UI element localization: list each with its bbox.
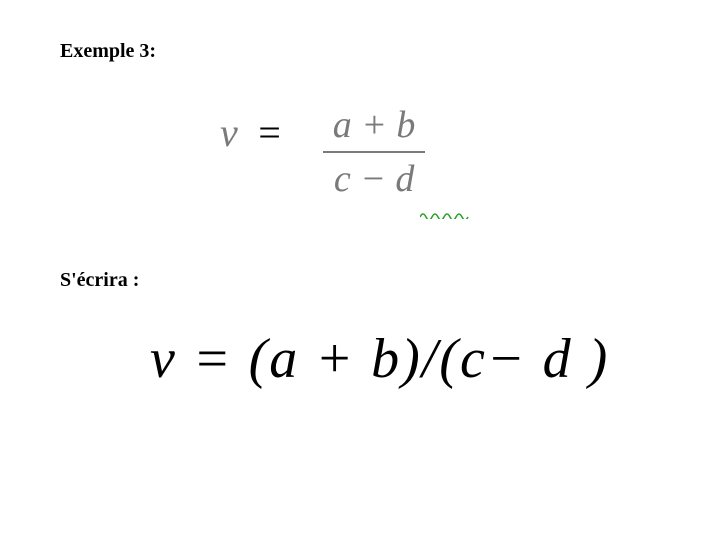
equation-lhs: v = — [220, 109, 283, 156]
example-heading: Exemple 3: — [60, 40, 660, 63]
spellcheck-squiggle-icon — [420, 211, 660, 219]
equation-variable-v: v — [220, 110, 238, 155]
equation-fraction: v = a + b c − d — [220, 103, 660, 201]
equation-equals: = — [256, 110, 283, 155]
fraction-denominator: c − d — [324, 153, 425, 201]
written-as-heading: S'écrira : — [60, 269, 660, 292]
equation-linear: v = (a + b)/(c− d ) — [150, 327, 660, 391]
fraction-numerator: a + b — [323, 103, 426, 151]
fraction: a + b c − d — [323, 103, 426, 201]
